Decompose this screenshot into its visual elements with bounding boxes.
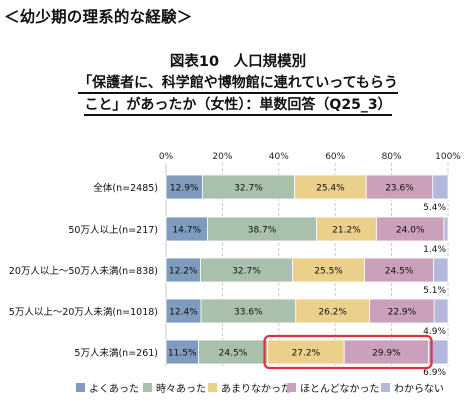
data-label: 14.7% <box>172 226 201 236</box>
data-label: 6.9% <box>423 368 446 378</box>
data-label: 12.9% <box>170 184 199 194</box>
data-label: 24.5% <box>385 267 414 277</box>
category-label: 5万人以上～20万人未満(n=1018) <box>9 306 158 318</box>
chart-title-line-1: 図表10 人口規模別 <box>169 54 307 70</box>
bar-segment <box>292 257 365 283</box>
data-label: 24.5% <box>219 349 248 359</box>
legend-label: よくあった <box>89 384 139 395</box>
legend-swatch <box>287 383 296 392</box>
data-label: 11.5% <box>168 349 197 359</box>
legend-label: 時々あった <box>156 384 206 395</box>
data-label: 32.7% <box>232 267 261 277</box>
bar-segment <box>295 298 371 324</box>
x-tick-label: 20% <box>212 152 232 162</box>
data-label: 26.2% <box>318 308 347 318</box>
data-label: 32.7% <box>234 184 263 194</box>
x-tick-label: 0% <box>159 152 174 162</box>
data-label: 21.2% <box>332 226 361 236</box>
chart-title-line-3: こと」があったか（女性）：単数回答（Q25_3） <box>84 94 392 116</box>
bar-segment <box>343 339 429 365</box>
bar-segment <box>165 216 208 242</box>
legend-item: あまりなかった <box>208 380 291 395</box>
bar-segment <box>364 257 435 283</box>
x-tick-label: 80% <box>382 152 402 162</box>
legend-swatch <box>143 383 152 392</box>
bar-segment <box>433 298 449 324</box>
legend-item: 時々あった <box>143 380 206 395</box>
bar-segment <box>365 174 434 200</box>
highlight-box <box>263 334 433 370</box>
data-label: 5.1% <box>423 286 446 296</box>
bar-segment <box>200 298 297 324</box>
data-label: 24.0% <box>396 226 425 236</box>
chart-title-line-2: 「保護者に、科学館や博物館に連れていってもらう <box>78 72 398 94</box>
legend-label: ほとんどなかった <box>300 384 380 395</box>
legend-item: わからない <box>381 380 444 395</box>
bar-segment <box>375 216 445 242</box>
data-label: 33.6% <box>234 308 263 318</box>
bar-segment <box>294 174 367 200</box>
bar-segment <box>433 257 449 283</box>
bar-segment <box>369 298 435 324</box>
x-tick-label: 60% <box>325 152 345 162</box>
data-label: 22.9% <box>388 308 417 318</box>
bar-segment <box>201 174 295 200</box>
bar-segment <box>207 216 317 242</box>
category-label: 全体(n=2485) <box>93 182 158 194</box>
data-label: 23.6% <box>385 184 414 194</box>
legend-label: あまりなかった <box>221 384 291 395</box>
data-label: 4.9% <box>423 327 446 337</box>
data-label: 25.4% <box>316 184 345 194</box>
data-label: 29.9% <box>372 349 401 359</box>
section-heading: ＜幼少期の理系的な経験＞ <box>4 8 193 26</box>
legend-swatch <box>208 383 217 392</box>
legend-swatch <box>381 383 390 392</box>
category-label: 50万人以上(n=217) <box>68 225 158 236</box>
legend-item: ほとんどなかった <box>287 380 380 395</box>
legend-swatch <box>76 383 85 392</box>
data-label: 27.2% <box>292 349 321 359</box>
bar-segment <box>432 174 449 200</box>
data-label: 12.2% <box>169 267 198 277</box>
data-label: 38.7% <box>248 226 277 236</box>
legend-label: わからない <box>394 384 444 395</box>
bar-segment <box>165 257 201 283</box>
data-label: 12.4% <box>169 308 198 318</box>
data-label: 25.5% <box>314 267 343 277</box>
category-label: 5万人未満(n=261) <box>74 347 158 359</box>
data-label: 1.4% <box>423 245 446 255</box>
bar-segment <box>165 298 202 324</box>
bar-segment <box>443 216 449 242</box>
bar-segment <box>200 257 294 283</box>
x-tick-label: 100% <box>435 152 461 162</box>
bar-segment <box>165 339 199 365</box>
bar-segment <box>428 339 449 365</box>
x-tick-label: 40% <box>269 152 289 162</box>
category-label: 20万人以上～50万人未満(n=838) <box>9 265 158 277</box>
data-label: 5.4% <box>423 203 446 213</box>
bar-segment <box>316 216 377 242</box>
legend-item: よくあった <box>76 380 139 395</box>
